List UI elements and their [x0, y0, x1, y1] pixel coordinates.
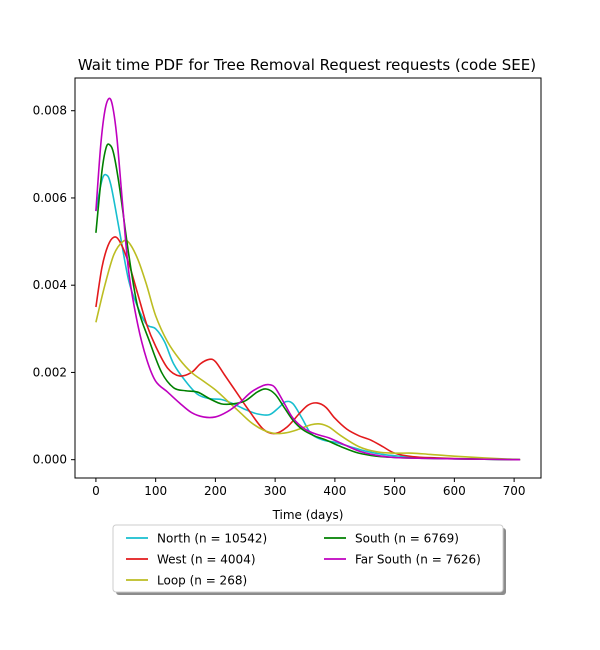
x-tick-label: 700	[503, 484, 526, 498]
legend: North (n = 10542) West (n = 4004) Loop (n …	[112, 524, 506, 595]
y-tick-label: 0.008	[33, 104, 67, 118]
series-layer	[95, 97, 521, 461]
series-line-4	[95, 97, 521, 461]
x-tick-label: 500	[383, 484, 406, 498]
x-tick-label: 400	[323, 484, 346, 498]
legend-entries: North (n = 10542) West (n = 4004) Loop (n …	[126, 532, 481, 588]
legend-label-4: Far South (n = 7626)	[355, 553, 481, 567]
series-line-0	[95, 173, 521, 461]
plot-frame	[74, 77, 542, 479]
x-tick-label: 0	[92, 484, 100, 498]
chart-title: Wait time PDF for Tree Removal Request r…	[78, 56, 536, 74]
legend-box	[112, 524, 504, 593]
series-line-1	[95, 236, 521, 461]
legend-label-2: Loop (n = 268)	[157, 574, 247, 588]
y-tick-label: 0.002	[33, 365, 67, 379]
series-line-2	[95, 239, 521, 461]
legend-label-0: North (n = 10542)	[157, 532, 267, 546]
legend-label-1: West (n = 4004)	[157, 553, 256, 567]
y-tick-label: 0.000	[33, 453, 67, 467]
x-axis: 0 100 200 300 400 500 600 700	[92, 478, 526, 498]
x-axis-label: Time (days)	[272, 508, 344, 522]
x-tick-label: 200	[204, 484, 227, 498]
series-line-3	[95, 143, 521, 461]
x-tick-label: 600	[443, 484, 466, 498]
y-axis: 0.000 0.002 0.004 0.006 0.008	[33, 104, 75, 467]
legend-label-3: South (n = 6769)	[355, 532, 459, 546]
y-tick-label: 0.004	[33, 278, 67, 292]
x-tick-label: 300	[264, 484, 287, 498]
x-tick-label: 100	[144, 484, 167, 498]
y-tick-label: 0.006	[33, 191, 67, 205]
